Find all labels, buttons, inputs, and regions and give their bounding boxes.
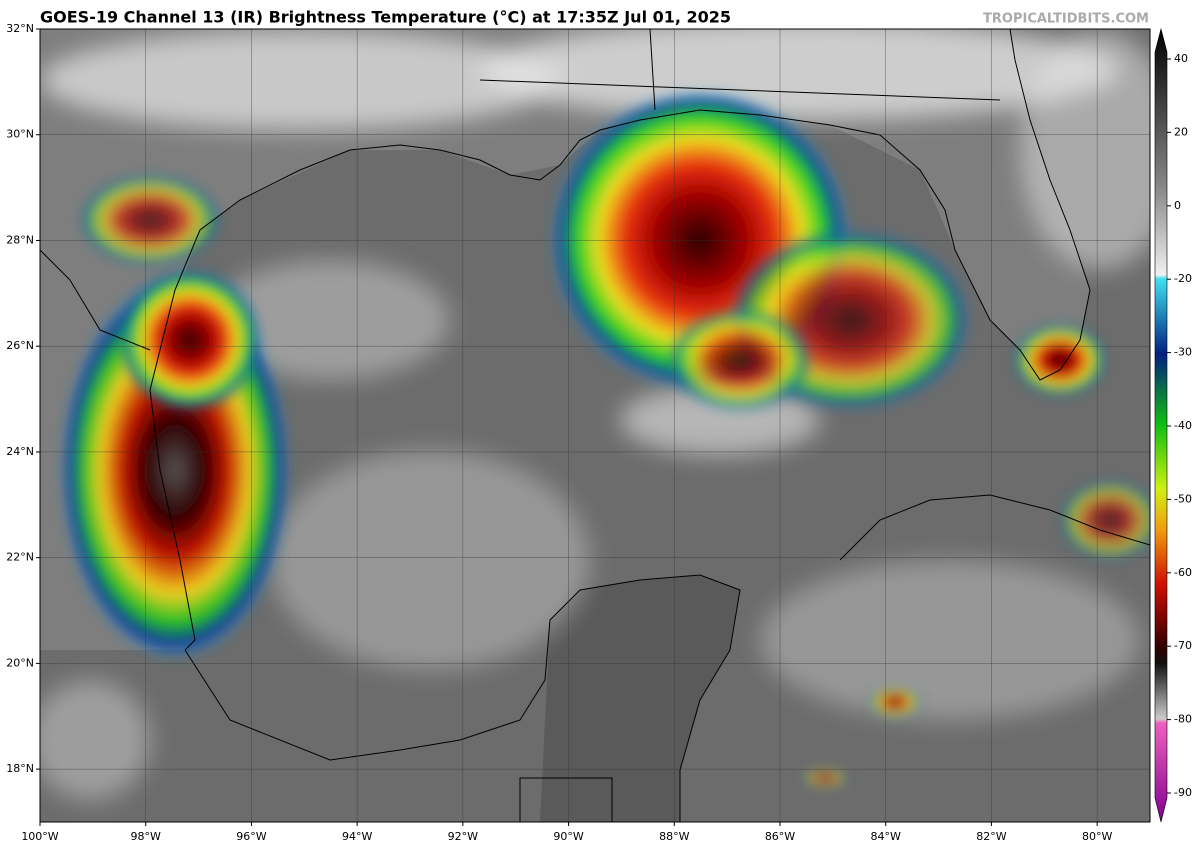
lat-label: 32°N xyxy=(6,22,34,35)
lon-label: 84°W xyxy=(871,830,901,843)
lon-label: 96°W xyxy=(236,830,266,843)
imagery xyxy=(40,29,1150,822)
lat-label: 26°N xyxy=(6,339,34,352)
lat-label: 28°N xyxy=(6,233,34,246)
colorbar-label: 40 xyxy=(1174,52,1188,65)
lon-label: 100°W xyxy=(21,830,58,843)
lat-label: 30°N xyxy=(6,128,34,141)
colorbar-label: 20 xyxy=(1174,125,1188,138)
watermark: TROPICALTIDBITS.COM xyxy=(983,12,1149,27)
lat-label: 20°N xyxy=(6,656,34,669)
title: GOES-19 Channel 13 (IR) Brightness Tempe… xyxy=(40,8,731,27)
lon-label: 98°W xyxy=(131,830,161,843)
lon-label: 86°W xyxy=(765,830,795,843)
colorbar-label: -70 xyxy=(1174,639,1192,652)
colorbar-label: -60 xyxy=(1174,566,1192,579)
lon-label: 94°W xyxy=(342,830,372,843)
colorbar xyxy=(1154,27,1168,823)
colorbar-label: -30 xyxy=(1174,346,1192,359)
lat-label: 18°N xyxy=(6,762,34,775)
lon-label: 88°W xyxy=(659,830,689,843)
lon-label: 90°W xyxy=(553,830,583,843)
colorbar-label: 0 xyxy=(1174,199,1181,212)
colorbar-label: -80 xyxy=(1174,713,1192,726)
graticule xyxy=(39,28,1150,822)
lon-label: 82°W xyxy=(976,830,1006,843)
colorbar-label: -50 xyxy=(1174,492,1192,505)
lon-label: 92°W xyxy=(448,830,478,843)
colorbar-label: -40 xyxy=(1174,419,1192,432)
lat-label: 22°N xyxy=(6,551,34,564)
map-frame xyxy=(39,28,1151,823)
colorbar-label: -90 xyxy=(1174,786,1192,799)
colorbar-label: -20 xyxy=(1174,272,1192,285)
lat-label: 24°N xyxy=(6,445,34,458)
lon-label: 80°W xyxy=(1082,830,1112,843)
